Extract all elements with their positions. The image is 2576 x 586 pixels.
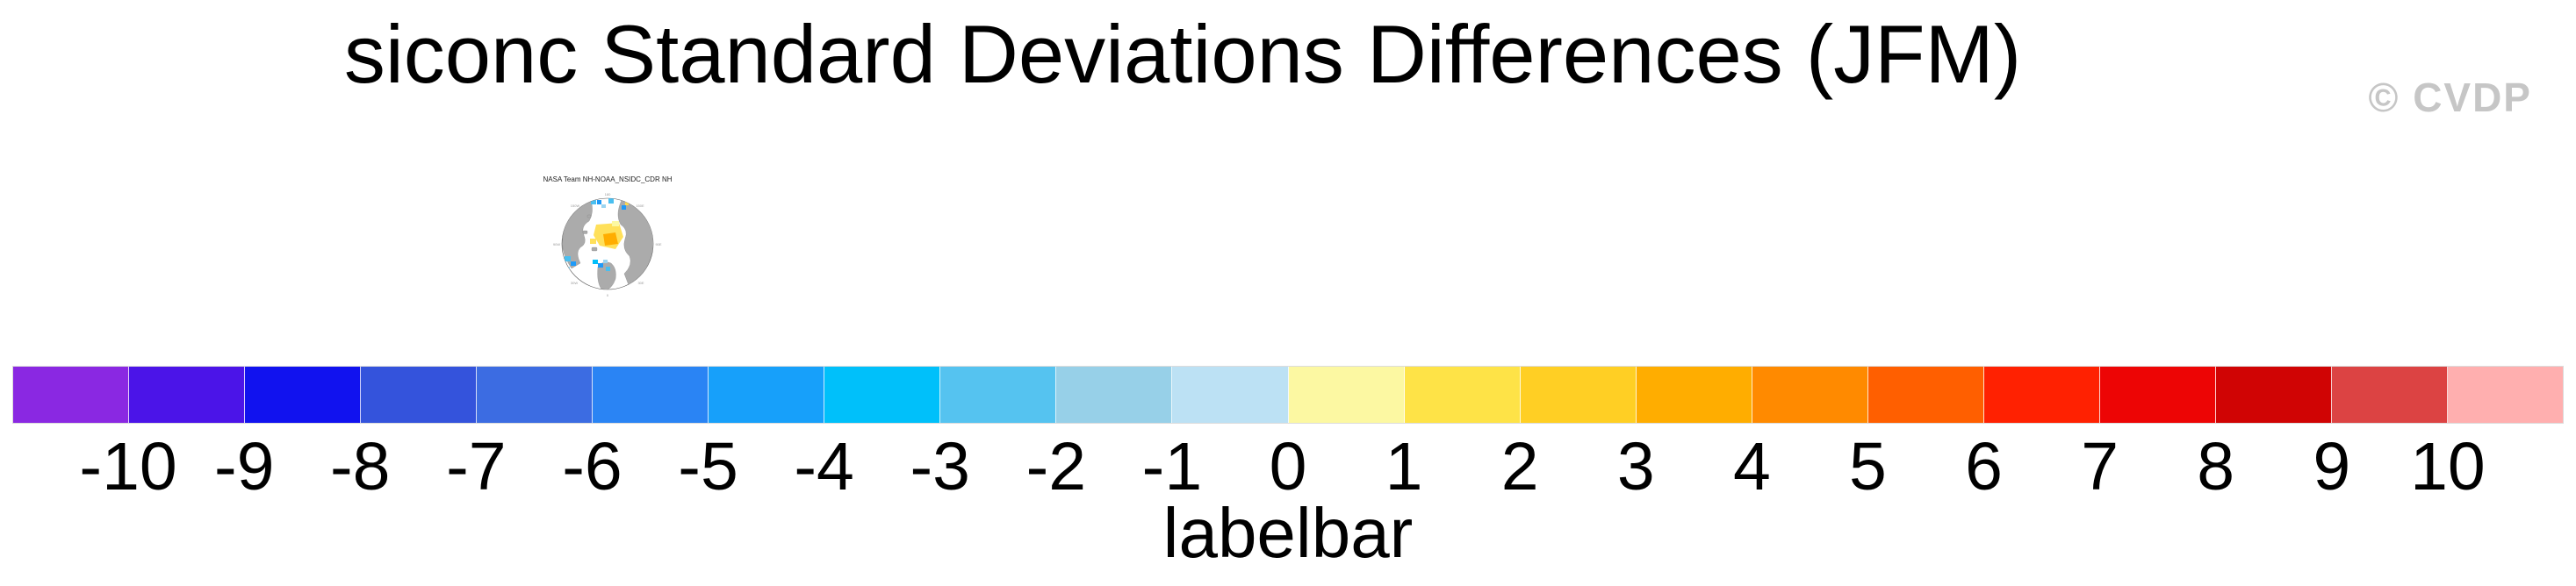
colorbar-tick-label: 1 [1385,429,1423,504]
colorbar-tick-label: -2 [1025,429,1087,504]
colorbar-tick-label: -3 [910,429,970,504]
colorbar-tick-label: 4 [1732,429,1771,504]
colorbar-segment [1520,367,1637,423]
colorbar-segment [129,367,246,423]
colorbar-segment [2331,367,2448,423]
colorbar-tick-label: 7 [2081,429,2119,504]
colorbar-segment [245,367,362,423]
colorbar-segment [824,367,941,423]
colorbar-tick-label: -8 [330,429,391,504]
colorbar-tick-label: 2 [1500,429,1539,504]
lon-label: 0 [607,293,609,297]
lon-label: 30E [637,281,644,285]
colorbar-ticks: -10 -9 -8 -7 -6 -5 -4 -3 -2 -1 0 1 2 3 4 5 6 7 8 9 10 [0,430,2576,505]
colorbar-segment [1867,367,1984,423]
lon-label: 90W [553,242,560,247]
colorbar-tick-label: 5 [1849,429,1887,504]
colorbar-segment [2215,367,2332,423]
polar-map-icon: 180 150E 90E 30E 0 30W 90W 150W [553,192,662,297]
colorbar-segment [1636,367,1752,423]
map-anomaly-patches [565,197,629,271]
map-longitude-labels: 180 150E 90E 30E 0 30W 90W 150W [553,192,662,297]
arctic-map-thumbnail: NASA Team NH-NOAA_NSIDC_CDR NH [537,175,678,300]
colorbar-tick-label: -6 [562,429,622,504]
colorbar-axis-label: labelbar [1162,494,1414,572]
lon-label: 30W [571,281,578,285]
colorbar [12,366,2564,424]
cvdp-watermark: © CVDP [2368,75,2532,120]
colorbar-tick-label: -4 [794,429,854,504]
colorbar-segment [709,367,825,423]
colorbar-segment [1404,367,1521,423]
colorbar-segment [593,367,709,423]
colorbar-tick-label: 3 [1616,429,1655,504]
colorbar-tick-label: -10 [79,429,177,504]
colorbar-segment [1172,367,1289,423]
lon-label: 90E [655,242,661,247]
colorbar-tick-label: -9 [213,429,275,504]
colorbar-tick-label: 8 [2197,429,2235,504]
lon-label: 150W [571,204,580,208]
colorbar-tick-label: -5 [678,429,738,504]
colorbar-segment [13,367,130,423]
colorbar-segment [1288,367,1405,423]
colorbar-segment [1056,367,1173,423]
colorbar-segment [2447,367,2564,423]
colorbar-segment [1752,367,1868,423]
page-title: siconc Standard Deviations Differences (… [343,8,2022,100]
lon-label: 150E [636,204,644,208]
colorbar-tick-label: 6 [1965,429,2003,504]
colorbar-segment [2099,367,2216,423]
colorbar-segment [361,367,478,423]
colorbar-segment [477,367,594,423]
lon-label: 180 [605,192,611,197]
thumbnail-title: NASA Team NH-NOAA_NSIDC_CDR NH [543,175,673,183]
colorbar-tick-label: -1 [1141,429,1203,504]
colorbar-segment [940,367,1057,423]
colorbar-tick-label: 9 [2313,429,2351,504]
colorbar-tick-label: 10 [2410,429,2486,504]
colorbar-tick-label: 0 [1269,429,1307,504]
colorbar-segment [1983,367,2100,423]
colorbar-tick-label: -7 [446,429,507,504]
